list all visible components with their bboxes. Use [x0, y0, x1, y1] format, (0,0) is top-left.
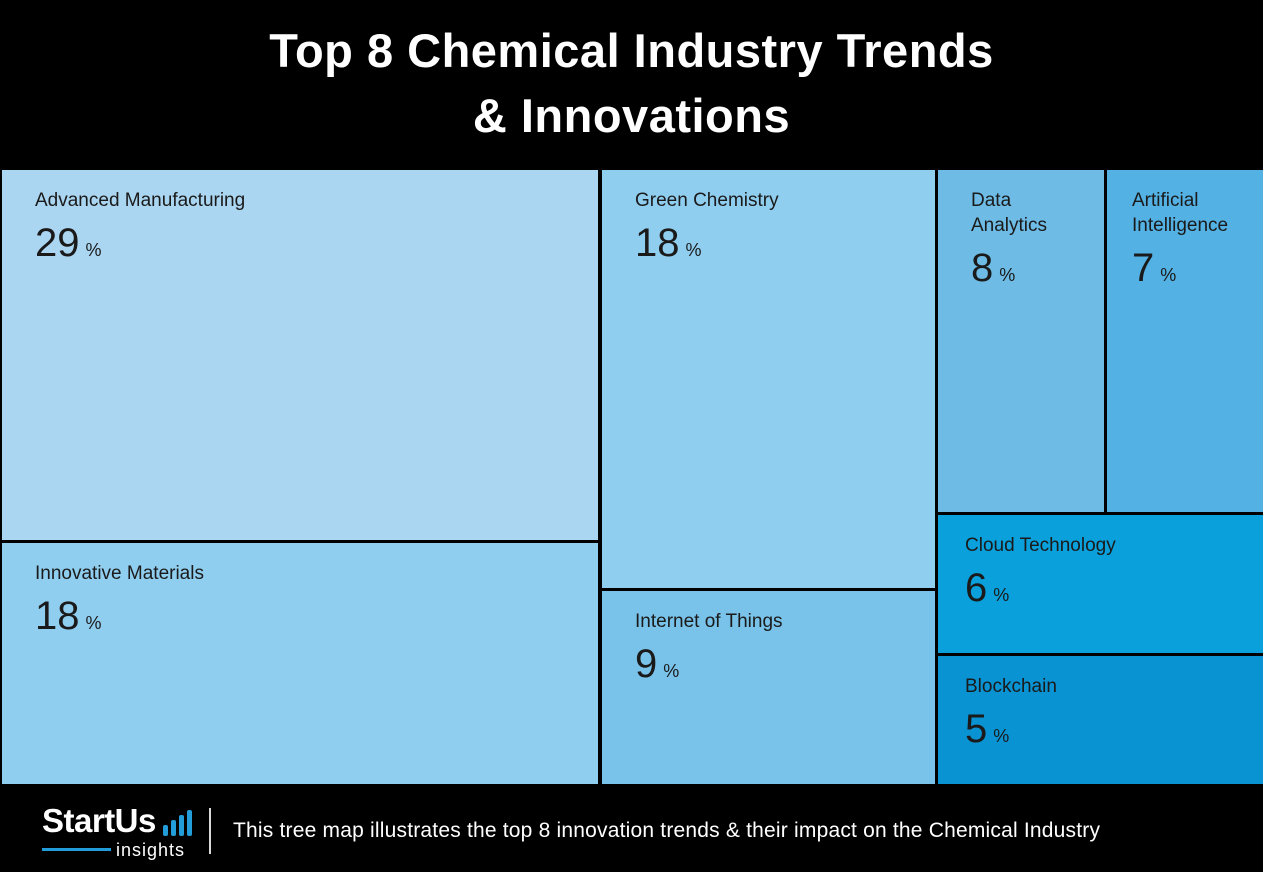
tile-label: Blockchain: [965, 676, 1057, 697]
tile-label: Data Analytics: [971, 190, 1048, 237]
tile-value: 9: [635, 642, 658, 687]
tile-label: Green Chemistry: [635, 190, 779, 211]
tile-value: 6: [965, 566, 988, 611]
tile-value-row: 9%: [635, 642, 921, 686]
tile-value-row: 7%: [1132, 246, 1245, 290]
tile-unit: %: [663, 661, 680, 682]
tile-unit: %: [993, 726, 1010, 747]
tile-value-row: 8%: [971, 246, 1076, 290]
bar: [178, 814, 184, 836]
page-title-line-1: Top 8 Chemical Industry Trends: [269, 24, 994, 78]
treemap-tile-innovative-materials: Innovative Materials 18%: [2, 543, 598, 784]
tile-value-row: 18%: [35, 594, 584, 638]
tile-value-row: 5%: [965, 707, 1249, 751]
tile-value: 8: [971, 246, 994, 291]
tile-value: 7: [1132, 246, 1155, 291]
tile-unit: %: [1160, 265, 1177, 286]
tile-unit: %: [993, 585, 1010, 606]
footer-divider: [209, 808, 211, 854]
tile-value-row: 29%: [35, 221, 584, 265]
page-title-line-2: & Innovations: [472, 89, 791, 142]
footer: StartUs insights This tree map illustrat…: [0, 790, 1263, 872]
logo-subtitle-row: insights: [42, 841, 185, 859]
tile-label: Internet of Things: [635, 611, 783, 632]
tile-value: 5: [965, 707, 988, 752]
startus-insights-logo: StartUs insights: [42, 801, 192, 859]
tile-unit: %: [999, 265, 1016, 286]
bar: [170, 819, 176, 836]
header: Top 8 Chemical Industry Trends & Innovat…: [0, 0, 1263, 168]
treemap-tile-blockchain: Blockchain 5%: [938, 656, 1263, 784]
treemap-tile-data-analytics: Data Analytics 8%: [938, 170, 1104, 512]
bar-chart-icon: [162, 809, 192, 836]
logo-wordmark-row: StartUs: [42, 801, 192, 839]
tile-label: Innovative Materials: [35, 563, 204, 584]
tile-label: Artificial Intelligence: [1132, 190, 1229, 237]
brand-name: StartUs: [42, 801, 156, 839]
treemap-tile-cloud-technology: Cloud Technology 6%: [938, 515, 1263, 653]
tile-unit: %: [85, 613, 102, 634]
treemap-tile-internet-of-things: Internet of Things 9%: [602, 591, 935, 784]
bar: [162, 824, 168, 836]
treemap-tile-green-chemistry: Green Chemistry 18%: [602, 170, 935, 588]
brand-subtitle: insights: [115, 839, 185, 860]
tile-label: Cloud Technology: [965, 535, 1116, 556]
logo-underline: [42, 847, 111, 851]
tile-value: 18: [635, 221, 680, 266]
tile-value-row: 6%: [965, 566, 1249, 610]
footer-caption: This tree map illustrates the top 8 inno…: [233, 819, 1101, 842]
treemap-tile-advanced-manufacturing: Advanced Manufacturing 29%: [2, 170, 598, 540]
tile-value: 18: [35, 594, 80, 639]
tile-unit: %: [685, 240, 702, 261]
treemap-tile-artificial-intelligence: Artificial Intelligence 7%: [1107, 170, 1263, 512]
tile-label: Advanced Manufacturing: [35, 190, 246, 211]
bar: [186, 809, 192, 836]
tile-value-row: 18%: [635, 221, 921, 265]
tile-unit: %: [85, 240, 102, 261]
tile-value: 29: [35, 221, 80, 266]
